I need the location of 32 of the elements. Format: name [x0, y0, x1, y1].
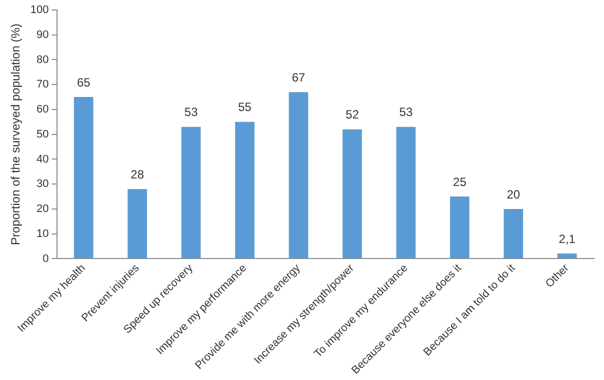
- bar: [342, 129, 362, 258]
- bar: [396, 126, 416, 258]
- data-label: 53: [184, 105, 198, 120]
- data-label: 52: [346, 108, 360, 122]
- data-label: 65: [76, 75, 91, 90]
- y-tick-label: 10: [36, 228, 49, 240]
- bar: [504, 208, 524, 258]
- y-tick-label: 50: [36, 128, 49, 140]
- y-tick-label: 40: [36, 153, 49, 166]
- data-label: 28: [130, 167, 144, 182]
- data-label: 53: [399, 105, 413, 120]
- data-label: 55: [238, 100, 252, 114]
- data-label: 67: [292, 70, 306, 84]
- y-tick-label: 70: [36, 78, 49, 91]
- y-tick-label: 80: [36, 54, 49, 66]
- y-tick-label: 30: [36, 178, 49, 190]
- data-label: 20: [506, 187, 520, 202]
- y-tick-label: 0: [42, 252, 49, 265]
- y-tick-label: 100: [30, 4, 49, 16]
- y-tick-label: 60: [36, 104, 49, 116]
- y-tick-label: 20: [36, 203, 49, 216]
- bar: [128, 189, 148, 258]
- bar: [235, 122, 254, 258]
- bar: [74, 97, 94, 258]
- bar: [181, 126, 201, 258]
- bar: [557, 254, 577, 258]
- y-tick-label: 90: [36, 28, 49, 41]
- data-label: 2,1: [558, 232, 576, 246]
- bar: [450, 196, 470, 258]
- bar: [288, 92, 308, 258]
- data-label: 25: [453, 174, 467, 189]
- y-axis-title: Proportion of the surveyed population (%): [8, 24, 23, 246]
